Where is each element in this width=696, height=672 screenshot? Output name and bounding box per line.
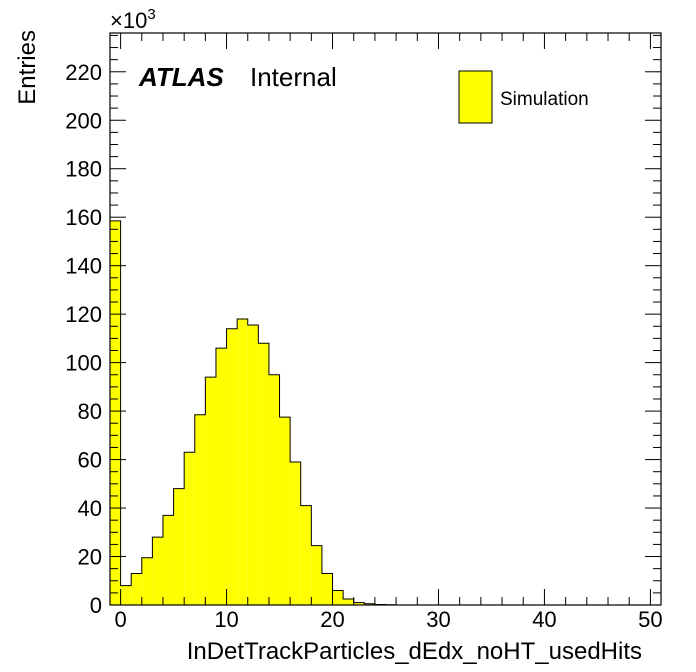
histogram-bar	[364, 603, 375, 605]
histogram-bar	[343, 598, 354, 605]
histogram-bar	[332, 590, 344, 605]
histogram-bar	[247, 325, 259, 605]
histogram-bar	[237, 319, 248, 605]
histogram-bar	[279, 417, 291, 605]
x-tick-label: 50	[638, 607, 662, 632]
histogram-bar	[290, 462, 301, 605]
histogram-bar	[353, 602, 365, 605]
x-axis-title: InDetTrackParticles_dEdx_noHT_usedHits	[187, 638, 642, 665]
y-tick-label: 60	[78, 448, 102, 473]
atlas-label: ATLAS	[138, 62, 224, 92]
y-tick-label: 160	[65, 205, 102, 230]
histogram-bar	[131, 573, 142, 605]
x-tick-label: 40	[532, 607, 556, 632]
y-tick-label: 140	[65, 254, 102, 279]
y-tick-label: 20	[78, 545, 102, 570]
legend-swatch-simulation	[458, 70, 493, 124]
histogram-bar	[173, 488, 185, 605]
y-tick-label: 200	[65, 108, 102, 133]
x-tick-label: 20	[320, 607, 344, 632]
histogram-bar	[120, 585, 132, 605]
x-tick-label: 0	[114, 607, 126, 632]
histogram-bar	[162, 515, 174, 605]
y-tick-label: 40	[78, 496, 102, 521]
histogram-bar	[268, 374, 280, 605]
y-tick-label: 100	[65, 351, 102, 376]
legend: Simulation	[458, 70, 589, 124]
y-axis-title: Entries	[14, 30, 41, 105]
histogram-bar	[184, 452, 195, 605]
histogram-bar	[141, 557, 153, 605]
histogram-bars	[110, 220, 397, 605]
axis-ticks	[110, 33, 661, 606]
histogram-bar	[194, 414, 206, 605]
histogram-bar	[321, 573, 333, 605]
histogram-bar	[110, 220, 121, 605]
y-multiplier-base: ×10	[110, 8, 147, 33]
axis-tick-labels: 0 10 20 30 40 50 0 20 40 60 80 100 120 140 160 180 200 22…	[65, 60, 662, 632]
y-axis-multiplier: ×103	[110, 6, 156, 33]
x-tick-label: 30	[426, 607, 450, 632]
y-tick-label: 180	[65, 157, 102, 182]
histogram-bar	[152, 537, 163, 605]
histogram-bar	[258, 343, 269, 605]
legend-label-simulation: Simulation	[500, 89, 589, 110]
y-tick-label: 220	[65, 60, 102, 85]
y-tick-label: 120	[65, 302, 102, 327]
histogram-bar	[300, 505, 312, 605]
y-tick-label: 80	[78, 399, 102, 424]
y-tick-label: 0	[90, 593, 102, 618]
y-multiplier-exponent: 3	[147, 6, 155, 23]
histogram-bar	[226, 328, 238, 605]
histogram-bar	[205, 377, 216, 605]
plot-frame	[109, 32, 662, 606]
histogram-bar	[311, 545, 322, 605]
histogram-bar	[215, 348, 227, 605]
x-tick-label: 10	[214, 607, 238, 632]
internal-label: Internal	[250, 62, 337, 92]
